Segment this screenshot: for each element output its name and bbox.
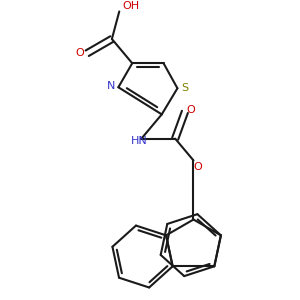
Text: O: O bbox=[187, 105, 196, 115]
Text: O: O bbox=[76, 48, 84, 58]
Text: N: N bbox=[107, 81, 115, 91]
Text: O: O bbox=[193, 162, 202, 172]
Text: S: S bbox=[181, 83, 188, 93]
Text: OH: OH bbox=[122, 1, 140, 11]
Text: HN: HN bbox=[131, 136, 148, 146]
